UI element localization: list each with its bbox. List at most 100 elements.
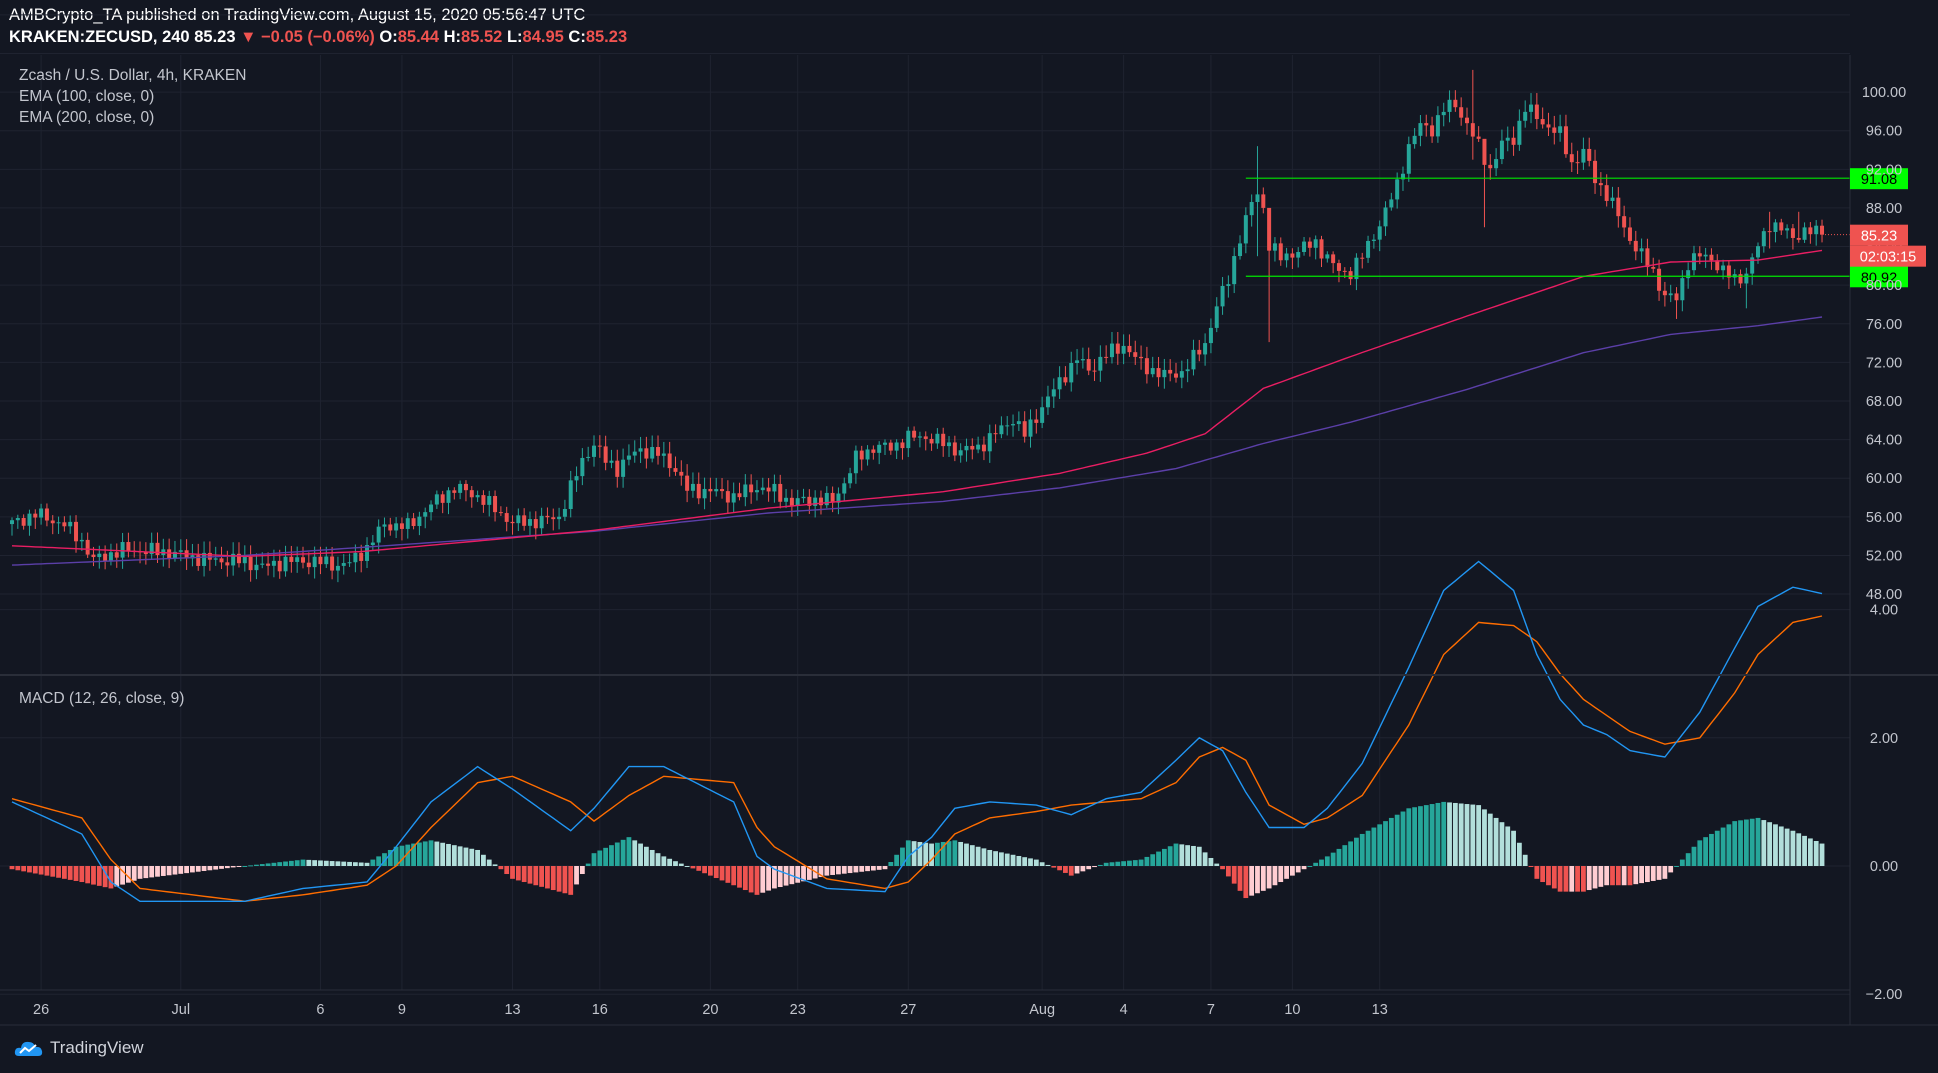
candle	[74, 515, 79, 553]
tradingview-brand[interactable]: TradingView	[14, 1038, 144, 1058]
candle-body	[1080, 359, 1085, 361]
candle-body	[1150, 368, 1155, 375]
candle-body	[1453, 99, 1458, 108]
macd-histogram-bar	[1575, 866, 1580, 892]
macd-histogram-bar	[1796, 833, 1802, 866]
candle	[1092, 359, 1097, 381]
macd-legend[interactable]: MACD (12, 26, close, 9)	[19, 690, 185, 707]
macd-histogram-bar	[1354, 837, 1359, 866]
candle-body	[1267, 207, 1272, 251]
candle-body	[1796, 237, 1801, 240]
candle	[644, 436, 649, 469]
candle	[1575, 150, 1580, 174]
ema100-line	[11, 249, 1823, 558]
ema200-legend[interactable]: EMA (200, close, 0)	[19, 109, 155, 126]
macd-histogram-bar	[1807, 838, 1813, 866]
macd-histogram-bar	[254, 864, 259, 866]
candle	[859, 445, 864, 471]
macd-histogram-bar	[748, 866, 754, 893]
macd-histogram-bar	[56, 866, 61, 878]
candle-body	[650, 447, 655, 459]
candle-body	[1790, 228, 1795, 238]
candle-body	[1307, 241, 1312, 248]
candle-body	[196, 555, 201, 566]
candle	[830, 486, 835, 513]
candle-body	[388, 524, 393, 531]
candle-body	[580, 457, 585, 477]
macd-histogram-bar	[271, 862, 277, 866]
macd-histogram-bar	[1004, 853, 1010, 866]
candle-body	[1034, 419, 1039, 423]
candle-body	[1092, 370, 1097, 372]
macd-histogram-bar	[1394, 814, 1400, 866]
candle-body	[1441, 111, 1446, 116]
candle-body	[1400, 173, 1405, 180]
candle-body	[1476, 136, 1481, 139]
macd-histogram-bar	[1534, 866, 1540, 879]
candle	[574, 466, 579, 492]
candle	[15, 514, 20, 529]
macd-histogram-bar	[911, 841, 917, 866]
candle-body	[1144, 358, 1149, 375]
candle-body	[644, 448, 649, 459]
candle	[1470, 69, 1475, 160]
candle	[27, 509, 32, 536]
candle-body	[830, 492, 835, 503]
candle-body	[923, 436, 928, 439]
candle-body	[429, 504, 434, 513]
candle-body	[836, 493, 841, 503]
candle-body	[754, 490, 759, 493]
macd-histogram-bar	[44, 866, 50, 876]
macd-histogram-bar	[335, 861, 341, 866]
candle	[1261, 187, 1266, 214]
candle-body	[1820, 225, 1825, 235]
candle	[923, 431, 928, 451]
candle-body	[813, 497, 818, 506]
candle	[1494, 148, 1499, 177]
candle-body	[1517, 120, 1522, 145]
candle	[1302, 237, 1307, 256]
ema100-legend[interactable]: EMA (100, close, 0)	[19, 88, 155, 105]
candle-body	[1750, 257, 1755, 274]
macd-histogram-bar	[1319, 859, 1324, 866]
candle-body	[1290, 253, 1295, 258]
candle	[1657, 259, 1662, 301]
macd-histogram-bar	[737, 866, 742, 888]
candle	[1203, 333, 1208, 366]
candle	[1418, 115, 1423, 147]
macd-histogram-bar	[1743, 819, 1749, 866]
candle	[1633, 230, 1638, 261]
macd-histogram-bar	[126, 866, 131, 883]
candle-body	[1482, 138, 1487, 165]
candle	[1168, 359, 1173, 382]
macd-tick-label: 4.00	[1870, 603, 1898, 619]
candle-body	[1529, 104, 1534, 112]
candle-body	[1063, 377, 1068, 383]
candle	[1796, 211, 1801, 243]
macd-histogram-bar	[1720, 827, 1726, 866]
macd-histogram-bar	[352, 862, 358, 866]
macd-histogram-bar	[1074, 866, 1080, 874]
chart-title[interactable]: Zcash / U.S. Dollar, 4h, KRAKEN	[19, 67, 247, 84]
macd-histogram-bar	[1255, 866, 1260, 894]
price-tick-label: 56.00	[1866, 510, 1902, 526]
macd-histogram-bar	[713, 866, 719, 879]
candle	[1767, 211, 1772, 249]
macd-histogram-bar	[603, 847, 609, 866]
candle-body	[603, 446, 608, 463]
candle	[21, 514, 26, 530]
candle-body	[510, 521, 515, 524]
candle-body	[1738, 274, 1743, 284]
macd-histogram-bar	[1511, 830, 1516, 866]
candle	[1645, 238, 1650, 276]
candle-body	[1465, 117, 1469, 124]
candle	[958, 443, 963, 463]
candle-body	[1243, 215, 1248, 244]
candle-body	[190, 555, 195, 559]
candle-body	[1581, 148, 1586, 163]
candle-body	[725, 491, 730, 503]
candle-body	[871, 449, 876, 453]
macd-histogram-bar	[288, 860, 294, 866]
candle	[266, 552, 271, 576]
